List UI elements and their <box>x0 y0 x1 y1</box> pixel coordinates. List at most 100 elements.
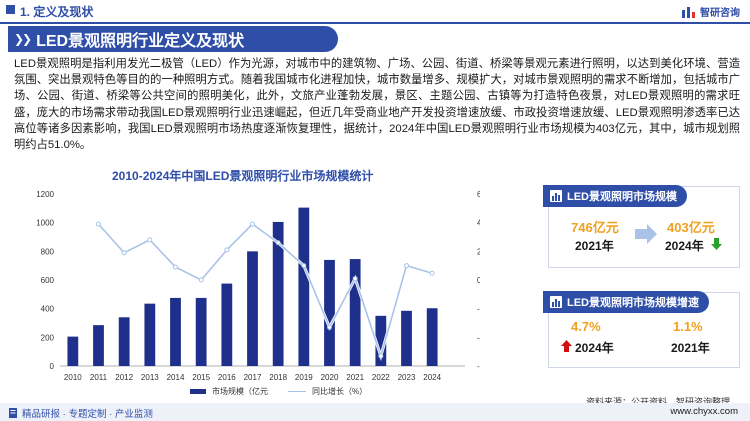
growth-point <box>327 324 332 330</box>
year-2021: 2021年 <box>575 239 614 253</box>
x-tick-label: 2014 <box>167 373 185 382</box>
year-2021: 2021年 <box>671 341 710 355</box>
bar-2012 <box>118 317 130 366</box>
legend-bar-label: 市场规模（亿元 <box>212 387 268 396</box>
bar-2014 <box>170 297 181 366</box>
growth-point <box>378 353 384 359</box>
x-tick-label: 2019 <box>295 373 313 382</box>
footer-services: 精品研报 · 专题定制 · 产业监测 <box>22 409 153 420</box>
page-banner: ❯❯ LED景观照明行业定义及现状 <box>8 26 338 52</box>
growth-point <box>173 264 178 270</box>
growth-2024: 4.7% <box>571 319 601 334</box>
footer-website[interactable]: www.chyxx.com <box>670 406 738 417</box>
growth-point <box>429 270 435 276</box>
x-tick-label: 2016 <box>218 373 236 382</box>
y-tick-label: 1200 <box>36 190 54 199</box>
bar-2019 <box>298 207 310 366</box>
growth-point <box>147 237 153 243</box>
legend-line-label: 同比增长（%） <box>312 387 368 396</box>
x-tick-label: 2021 <box>346 373 364 382</box>
x-tick-label: 2013 <box>141 373 159 382</box>
x-tick-label: 2012 <box>115 373 133 382</box>
bar-2013 <box>144 303 156 366</box>
x-tick-label: 2011 <box>90 373 108 382</box>
x-tick-label: 2020 <box>321 373 339 382</box>
chart-icon <box>550 190 562 202</box>
growth-point <box>121 250 127 256</box>
growth-line <box>97 223 433 359</box>
growth-point <box>404 263 409 269</box>
y2-tick-label: -40% <box>477 333 480 342</box>
market-size-card: LED景观照明市场规模 746亿元 2021年 403亿元 2024年 <box>543 185 740 268</box>
double-chevron-icon: ❯❯ <box>14 32 32 46</box>
legend-line-swatch <box>288 391 306 392</box>
brand-logo[interactable]: 智研咨询 <box>682 4 740 19</box>
y-tick-label: 200 <box>41 333 55 342</box>
market-size-chart: 0 200 400 600 800 1000 1200 60% 40% 20% 0% -20% -40%… <box>36 190 480 382</box>
x-tick-label: 2022 <box>372 373 390 382</box>
top-bar: 1. 定义及现状 智研咨询 <box>0 0 750 24</box>
y2-tick-label: -60% <box>477 362 480 371</box>
page-title: LED景观照明行业定义及现状 <box>36 33 245 50</box>
bar-2017 <box>247 251 258 366</box>
growth-point <box>275 240 281 246</box>
bar-2018 <box>272 221 284 366</box>
card-header: LED景观照明市场规模 <box>543 185 687 207</box>
growth-point <box>198 277 204 283</box>
section-marker <box>6 5 15 14</box>
bar-2015 <box>195 297 207 366</box>
card-title: LED景观照明市场规模增速 <box>567 297 699 309</box>
growth-rate-card: LED景观照明市场规模增速 4.7% 2024年 1.1% 2021年 <box>543 291 740 368</box>
y2-tick-label: -20% <box>477 305 480 314</box>
chart-icon <box>550 296 562 308</box>
year-2024: 2024年 <box>575 341 614 355</box>
x-tick-label: 2023 <box>398 373 416 382</box>
growth-point <box>250 221 255 227</box>
right-arrow-icon <box>635 224 657 244</box>
bar-2016 <box>221 283 233 366</box>
bar-2010 <box>67 336 79 366</box>
value-2021: 746亿元 <box>571 220 619 235</box>
bar-2020 <box>324 259 335 366</box>
y-tick-label: 600 <box>41 276 55 285</box>
y-tick-label: 0 <box>50 362 55 371</box>
section-title: 1. 定义及现状 <box>20 5 94 19</box>
bar-2011 <box>93 325 104 366</box>
intro-paragraph: LED景观照明是指利用发光二极管（LED）作为光源，对城市中的建筑物、广场、公园… <box>14 58 740 152</box>
y2-tick-label: 0% <box>477 276 480 285</box>
footer-left: 精品研报 · 专题定制 · 产业监测 <box>8 406 153 420</box>
growth-2021: 1.1% <box>673 319 703 334</box>
x-tick-label: 2015 <box>192 373 210 382</box>
logo-icon <box>682 6 695 18</box>
x-tick-label: 2017 <box>244 373 262 382</box>
growth-point <box>224 247 230 253</box>
y-tick-label: 800 <box>41 247 55 256</box>
growth-point <box>96 221 101 227</box>
legend-bar-swatch <box>190 389 206 394</box>
logo-text: 智研咨询 <box>700 8 740 19</box>
card-header: LED景观照明市场规模增速 <box>543 291 709 313</box>
y-tick-label: 1000 <box>36 219 54 228</box>
up-arrow-icon <box>561 340 572 352</box>
footer-bar: 精品研报 · 专题定制 · 产业监测 www.chyxx.com <box>0 403 750 421</box>
bar-2024 <box>426 308 438 366</box>
x-tick-label: 2010 <box>64 373 82 382</box>
card-title: LED景观照明市场规模 <box>567 191 677 203</box>
chart-legend: 市场规模（亿元 同比增长（%） <box>190 386 367 397</box>
chart-title: 2010-2024年中国LED景观照明行业市场规模统计 <box>112 169 374 183</box>
growth-point <box>352 276 358 282</box>
x-tick-label: 2024 <box>423 373 441 382</box>
report-icon <box>9 408 17 418</box>
y2-tick-label: 20% <box>477 247 480 256</box>
bar-2021 <box>349 259 361 366</box>
y2-tick-label: 60% <box>477 190 480 199</box>
x-tick-label: 2018 <box>269 373 287 382</box>
year-2024: 2024年 <box>665 239 704 253</box>
bar-2023 <box>401 310 412 366</box>
down-arrow-icon <box>711 238 722 250</box>
y2-tick-label: 40% <box>477 219 480 228</box>
value-2024: 403亿元 <box>667 220 715 235</box>
bar-2022 <box>375 315 387 366</box>
growth-point <box>301 263 307 269</box>
y-tick-label: 400 <box>41 305 55 314</box>
